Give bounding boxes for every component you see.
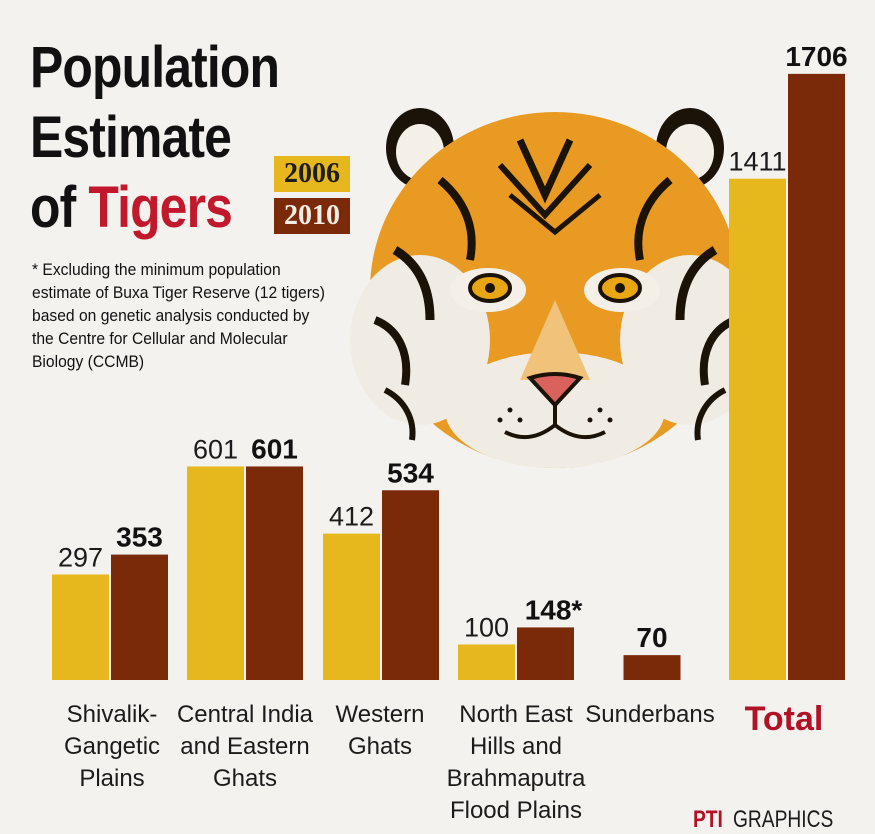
- label-2010-1: 601: [251, 433, 298, 464]
- category-label-0-2: Plains: [79, 765, 144, 792]
- label-2006-5: 1411: [728, 147, 786, 177]
- credit-suffix: GRAPHICS: [733, 806, 834, 833]
- category-label-0-0: Shivalik-: [67, 701, 158, 728]
- category-label-3-3: Flood Plains: [450, 797, 582, 824]
- category-label-4-0: Sunderbans: [585, 701, 714, 728]
- bar-2006-3: [458, 644, 515, 680]
- title-line-3: of Tigers: [30, 175, 233, 240]
- bar-2006-2: [323, 533, 380, 680]
- label-2006-2: 412: [329, 502, 374, 532]
- bar-2010-5: [788, 73, 845, 680]
- bar-2010-0: [111, 554, 168, 680]
- category-label-2-1: Ghats: [348, 733, 412, 760]
- label-2010-3: 148*: [525, 594, 583, 625]
- category-label-3-1: Hills and: [470, 733, 562, 760]
- category-label-1-0: Central India: [177, 701, 314, 728]
- legend-2006: 2006: [274, 156, 350, 192]
- category-label-1-2: Ghats: [213, 765, 277, 792]
- footnote: * Excluding the minimum population estim…: [32, 260, 325, 371]
- label-2006-3: 100: [464, 612, 509, 642]
- category-label-2-0: Western: [336, 701, 425, 728]
- title-of: of: [30, 175, 76, 240]
- bar-2010-4: [623, 655, 681, 680]
- category-label-1-1: and Eastern: [180, 733, 309, 760]
- bar-2010-1: [246, 466, 303, 680]
- category-label-0-1: Gangetic: [64, 733, 160, 760]
- label-2006-1: 601: [193, 434, 238, 464]
- labels-layer: 297 353 601 601 412 534 100 148* 70 1411 1706: [58, 41, 848, 653]
- title-line-2: Estimate: [30, 105, 232, 170]
- title-line-1: Population: [30, 35, 280, 100]
- category-label-3-2: Brahmaputra: [447, 765, 586, 792]
- credit-brand: PTI: [693, 806, 723, 833]
- categories-layer: Shivalik- Gangetic Plains Central India and …: [64, 700, 823, 824]
- bar-2010-3: [517, 627, 574, 680]
- bar-2006-0: [52, 574, 109, 680]
- title-tigers: Tigers: [88, 175, 233, 240]
- category-label-3-0: North East: [459, 701, 573, 728]
- bars-layer: [52, 73, 845, 681]
- label-2010-2: 534: [387, 457, 434, 488]
- tiger-face-illustration: [350, 108, 760, 468]
- label-2010-5: 1706: [785, 41, 847, 72]
- category-label-5-0: Total: [745, 700, 824, 738]
- label-2006-0: 297: [58, 542, 103, 572]
- label-2010-0: 353: [116, 522, 163, 553]
- bar-2006-1: [187, 466, 244, 680]
- label-2010-4: 70: [636, 622, 667, 653]
- bar-2006-5: [729, 178, 786, 681]
- bar-2010-2: [382, 490, 439, 680]
- legend-2010: 2010: [274, 198, 350, 234]
